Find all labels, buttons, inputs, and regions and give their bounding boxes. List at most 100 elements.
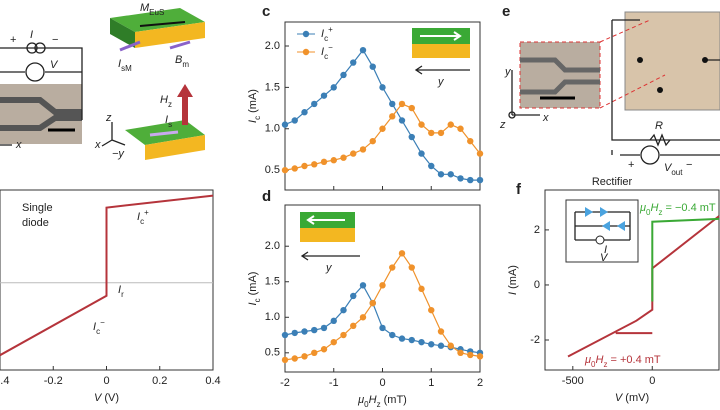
voltmeter: [640, 145, 660, 165]
data-point: [301, 109, 308, 116]
text-part: m: [182, 60, 189, 69]
data-point: [350, 150, 357, 157]
text-part: I: [93, 321, 96, 333]
text-part: H: [369, 394, 377, 406]
text-part: I: [321, 28, 324, 40]
data-point: [389, 264, 396, 271]
text-part: M: [140, 2, 150, 14]
rectifier-inset: I V: [565, 199, 639, 264]
data-point: [437, 171, 445, 178]
text-part: x: [542, 112, 549, 124]
text-part: 0: [646, 208, 651, 217]
text-part: V: [664, 162, 673, 174]
diode: [585, 207, 593, 217]
data-point: [301, 162, 308, 170]
text-part: +: [328, 25, 333, 34]
text-part: x: [15, 139, 22, 151]
annotation: Ic−: [93, 318, 105, 336]
data-point: [379, 282, 386, 289]
x-tick-label: 2: [477, 377, 483, 389]
annotation: Ic+: [137, 208, 149, 226]
circuit-diagram: R Vout + − y z x: [499, 11, 720, 177]
data-point: [291, 355, 298, 362]
data-point: [389, 100, 396, 108]
text-part: V: [600, 252, 609, 264]
label: x: [94, 139, 101, 151]
y-tick-label: -2: [530, 334, 540, 346]
label: −: [686, 159, 692, 171]
x-tick-label: 0.2: [152, 375, 167, 387]
current-arrow: [169, 40, 191, 50]
label: −y: [112, 148, 125, 160]
current-arrow: [119, 40, 141, 52]
axis-arrow: [414, 65, 470, 75]
text-part: c: [96, 327, 100, 336]
data-point: [320, 346, 328, 353]
data-point: [311, 349, 318, 357]
x-tick-label: 0: [649, 375, 655, 387]
text-part: (mV): [622, 392, 649, 404]
axis-arrow: [300, 251, 360, 261]
chart-title: Rectifier: [592, 176, 633, 188]
x-axis-label: V (mV): [615, 392, 649, 404]
x-axis-label: V (V): [94, 392, 119, 404]
data-point: [350, 292, 357, 300]
text-part: V: [615, 392, 624, 404]
data-point: [359, 46, 367, 54]
data-point: [281, 356, 289, 364]
film-base: [135, 22, 205, 48]
label: z: [105, 112, 112, 124]
current-source: [26, 42, 38, 54]
field-arrow-head: [177, 84, 193, 97]
data-point: [301, 353, 308, 360]
x-tick-label: 0: [103, 375, 109, 387]
diode: [617, 221, 625, 231]
data-point: [291, 165, 298, 172]
data-point: [398, 100, 406, 108]
x-tick-label: 0.4: [205, 375, 220, 387]
text-part: z: [105, 112, 112, 124]
text-part: c: [324, 52, 328, 61]
data-point: [428, 306, 435, 314]
label: x: [542, 112, 549, 124]
data-point: [457, 125, 464, 132]
data-point: [379, 125, 386, 132]
data-point: [320, 324, 328, 332]
text-part: V: [94, 392, 103, 404]
text-part: I: [247, 302, 259, 305]
label: Hz: [160, 94, 172, 109]
text-part: out: [671, 168, 683, 177]
data-point: [447, 342, 454, 349]
y-tick-label: 0: [534, 279, 540, 291]
text-part: I: [137, 211, 140, 223]
data-point: [418, 338, 425, 346]
data-point: [359, 146, 367, 153]
text-part: 0: [591, 360, 596, 369]
magnet-inset: [300, 228, 355, 242]
annotation: μ0Hz = +0.4 mT: [584, 354, 661, 369]
diode: [600, 207, 608, 217]
text-part: s: [168, 120, 172, 129]
data-point: [379, 84, 386, 91]
data-point: [379, 324, 386, 332]
data-point: [437, 328, 445, 335]
data-point: [291, 117, 298, 124]
axes: [511, 70, 540, 116]
data-point: [418, 285, 425, 293]
legend-marker: [302, 30, 310, 38]
y-axis-label: Ic (mA): [247, 272, 262, 306]
data-point: [330, 84, 337, 91]
text-part: −: [100, 318, 105, 327]
data-point: [467, 137, 474, 145]
label: y: [437, 76, 445, 88]
y-tick-label: 1.5: [265, 81, 280, 93]
data-point: [408, 264, 415, 271]
zoom-lines: [599, 19, 666, 109]
y-tick-label: 1.5: [265, 276, 280, 288]
text-part: H: [650, 202, 658, 214]
text-part: x: [94, 139, 101, 151]
data-point: [301, 328, 308, 335]
panel-label: c: [262, 3, 270, 20]
contact: [637, 57, 643, 63]
legend-label: Ic+: [321, 25, 333, 43]
